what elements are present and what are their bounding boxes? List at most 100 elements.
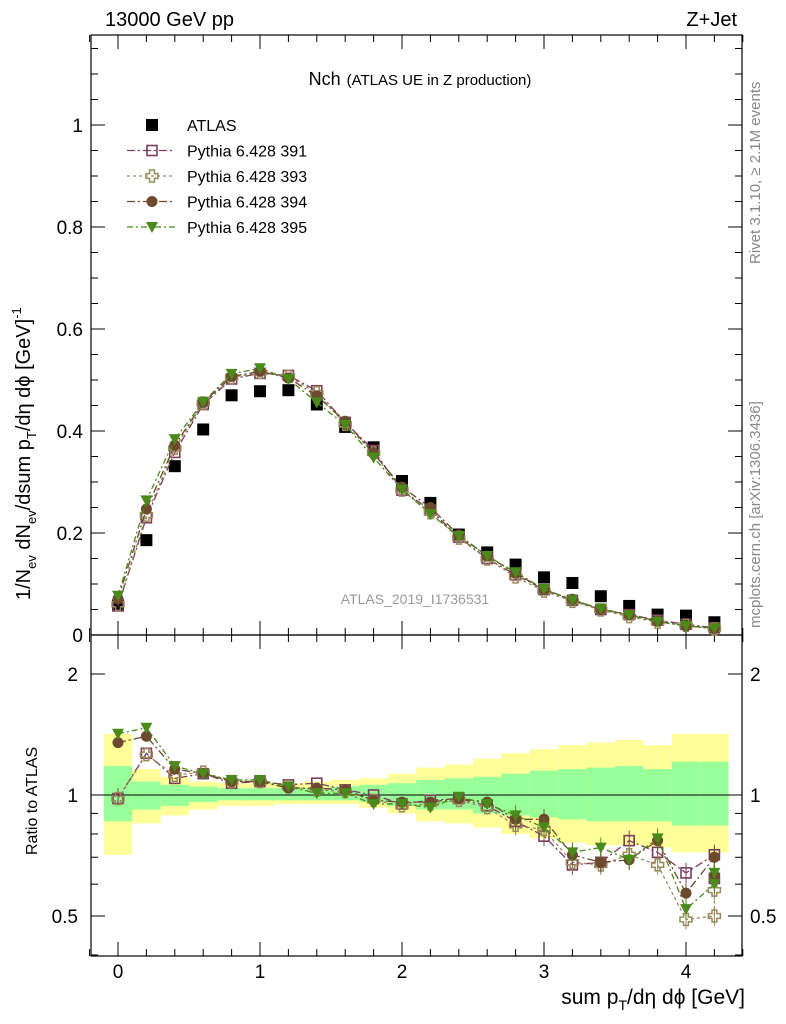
ratio-point: [481, 798, 494, 810]
ratio-point: [680, 867, 692, 879]
data-point: [254, 363, 266, 375]
legend-label: Pythia 6.428 395: [187, 220, 307, 237]
ratio-point: [452, 791, 465, 803]
legend-marker: [145, 169, 159, 183]
green-band-bin: [217, 788, 246, 801]
data-point: [566, 576, 579, 589]
ratio-point: [650, 858, 665, 872]
ratio-y-tick-label-right: 2: [750, 665, 761, 686]
data-point: [197, 396, 210, 408]
ratio-point: [679, 912, 693, 927]
data-point: [623, 610, 636, 622]
green-band-bin: [189, 786, 218, 803]
main-y-tick-label: 0: [72, 626, 83, 647]
ratio-point: [282, 781, 295, 793]
series-line: [117, 372, 715, 629]
main-y-label: 1/Nev dNev/dsum pT/dη dϕ [GeV]-1: [9, 307, 39, 600]
data-point: [651, 616, 664, 628]
ratio-point: [708, 851, 720, 863]
ratio-y-tick-label: 2: [67, 665, 78, 686]
data-point: [225, 389, 238, 402]
data-point: [538, 584, 550, 596]
data-point: [168, 460, 181, 473]
ratio-point: [367, 798, 380, 810]
green-band-bin: [671, 761, 701, 826]
data-point: [225, 368, 238, 380]
ratio-point: [708, 867, 721, 879]
green-band-bin: [132, 781, 161, 810]
ratio-point: [594, 842, 607, 854]
green-band-bin: [274, 788, 303, 801]
main-y-tick-label: 0.8: [57, 218, 83, 239]
green-band-bin: [245, 788, 275, 801]
ratio-bands: [103, 733, 729, 855]
mcplots-label: mcplots.cern.ch [arXiv:1306.3436]: [747, 401, 764, 628]
ratio-point: [112, 728, 124, 740]
ratio-point: [396, 798, 408, 810]
ratio-point: [254, 774, 266, 786]
ratio-point: [509, 810, 522, 822]
header-right: Z+Jet: [686, 9, 737, 31]
main-y-tick-label: 0.2: [57, 524, 83, 545]
x-tick-label: 4: [681, 962, 692, 983]
ratio-point: [538, 822, 550, 834]
green-band-bin: [387, 783, 417, 806]
data-point: [452, 531, 465, 543]
ratio-point: [651, 833, 664, 845]
ratio-point: [707, 909, 722, 923]
green-band-bin: [586, 767, 615, 822]
data-point: [282, 384, 295, 397]
x-tick-label: 0: [113, 962, 124, 983]
data-point: [680, 620, 692, 632]
data-point: [509, 567, 522, 579]
ratio-y-tick-label: 0.5: [52, 907, 78, 928]
ratio-point: [565, 855, 580, 870]
main-y-tick-label: 0.6: [57, 320, 83, 341]
series-line: [117, 370, 715, 630]
data-point: [594, 603, 607, 615]
green-band-bin: [558, 769, 587, 820]
legend-label: Pythia 6.428 391: [187, 144, 307, 161]
legend-label: Pythia 6.428 393: [187, 169, 307, 186]
x-tick-label: 1: [255, 962, 266, 983]
ratio-point: [197, 768, 210, 780]
legend-label: ATLAS: [187, 118, 237, 135]
x-label: sum pT/dη dϕ [GeV]: [561, 986, 745, 1013]
ratio-y-tick-label-right: 1: [750, 786, 761, 807]
data-point: [112, 590, 124, 602]
ratio-point: [707, 883, 722, 897]
ratio-point: [140, 722, 153, 734]
data-point: [197, 423, 210, 436]
data-point: [339, 419, 352, 431]
ratio-point: [310, 788, 323, 800]
x-tick-labels: 0 1 2 3 4: [113, 962, 692, 983]
ratio-series: [111, 722, 722, 930]
ratio-point: [680, 904, 692, 916]
data-point: [538, 571, 550, 584]
ratio-y-tick-label: 1: [67, 786, 78, 807]
legend-marker: [146, 119, 158, 131]
ratio-point: [139, 747, 154, 762]
data-point: [254, 385, 266, 398]
x-tick-label: 2: [397, 962, 408, 983]
legend-marker: [146, 144, 158, 157]
green-band-bin: [700, 761, 729, 826]
data-point: [594, 590, 607, 603]
main-y-tick-label: 0.4: [57, 422, 84, 443]
ratio-point: [111, 791, 125, 806]
main-y-tick-label: 1: [72, 116, 83, 137]
ratio-y-label: Ratio to ATLAS: [24, 747, 41, 855]
data-point: [310, 397, 323, 409]
data-point: [708, 623, 721, 635]
ratio-point: [566, 847, 579, 859]
ratio-point: [112, 737, 124, 749]
axis-ticks: [89, 35, 744, 956]
series-line: [117, 367, 715, 630]
data-point: [140, 495, 153, 507]
ratio-point: [140, 730, 152, 742]
ratio-line: [117, 752, 716, 879]
ratio-point: [680, 887, 692, 899]
main-y-tick-labels: 0 0.2 0.4 0.6 0.8 1: [57, 116, 84, 647]
data-point: [566, 595, 579, 607]
